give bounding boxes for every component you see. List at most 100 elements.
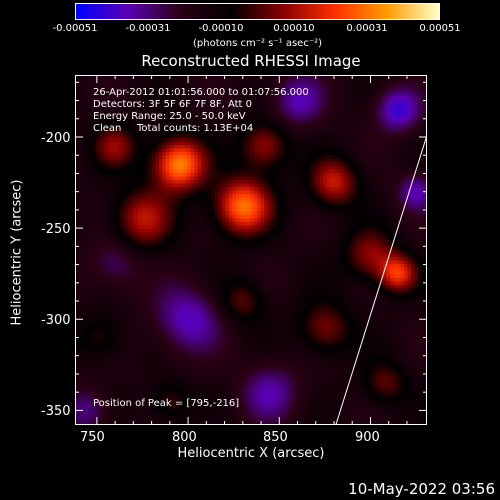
heatmap-cell [131, 155, 135, 160]
heatmap-cell [383, 183, 387, 188]
heatmap-cell [257, 166, 261, 170]
heatmap-cell [243, 75, 247, 79]
heatmap-cell [390, 183, 394, 188]
heatmap-cell [292, 152, 296, 156]
heatmap-cell [285, 82, 289, 86]
heatmap-cell [173, 194, 177, 198]
heatmap-cell [278, 239, 282, 244]
heatmap-cell [110, 155, 114, 160]
heatmap-cell [369, 183, 373, 188]
heatmap-cell [330, 148, 335, 153]
heatmap-cell [302, 89, 307, 93]
heatmap-cell [180, 246, 184, 251]
heatmap-cell [183, 159, 188, 163]
heatmap-cell [145, 99, 149, 104]
heatmap-cell [208, 120, 212, 125]
heatmap-cell [292, 110, 296, 114]
heatmap-cell [204, 197, 209, 202]
heatmap-cell [295, 229, 300, 233]
heatmap-cell [232, 113, 237, 118]
heatmap-cell [400, 183, 405, 188]
heatmap-cell [337, 155, 342, 160]
heatmap-cell [229, 82, 233, 86]
heatmap-cell [113, 89, 118, 93]
heatmap-cell [225, 134, 230, 139]
heatmap-cell [302, 124, 307, 128]
heatmap-cell [180, 243, 184, 247]
heatmap-cell [169, 92, 174, 97]
heatmap-cell [131, 89, 135, 93]
heatmap-cell [134, 145, 139, 149]
heatmap-cell [292, 89, 296, 93]
heatmap-cell [386, 82, 391, 86]
heatmap-cell [208, 218, 212, 223]
heatmap-cell [183, 229, 188, 233]
heatmap-cell [89, 243, 93, 247]
heatmap-cell [152, 110, 156, 114]
heatmap-cell [117, 236, 121, 240]
heatmap-cell [183, 124, 188, 128]
heatmap-cell [348, 159, 352, 163]
heatmap-cell [334, 194, 338, 198]
heatmap-cell [306, 127, 310, 132]
heatmap-cell [215, 204, 219, 209]
heatmap-cell [393, 243, 398, 247]
heatmap-cell [124, 201, 128, 205]
heatmap-cell [355, 78, 359, 83]
heatmap-cell [390, 236, 394, 240]
heatmap-cell [215, 215, 219, 219]
heatmap-cell [372, 141, 377, 146]
heatmap-cell [376, 204, 380, 209]
heatmap-cell [271, 166, 275, 170]
heatmap-cell [124, 131, 128, 135]
heatmap-cell [316, 159, 321, 163]
heatmap-cell [253, 113, 258, 118]
heatmap-cell [78, 204, 83, 209]
heatmap-cell [222, 225, 226, 230]
heatmap-cell [82, 225, 86, 230]
heatmap-cell [208, 229, 212, 233]
heatmap-cell [250, 229, 254, 233]
heatmap-cell [236, 117, 240, 121]
heatmap-cell [372, 218, 377, 223]
heatmap-cell [278, 204, 282, 209]
heatmap-cell [103, 92, 107, 97]
heatmap-cell [362, 222, 366, 226]
heatmap-cell [411, 208, 415, 212]
heatmap-cell [166, 155, 170, 160]
heatmap-cell [218, 201, 223, 205]
heatmap-cell [113, 159, 118, 163]
heatmap-cell [152, 236, 156, 240]
heatmap-cell [365, 85, 370, 90]
heatmap-cell [159, 180, 163, 184]
heatmap-cell [187, 166, 191, 170]
heatmap-cell [393, 162, 398, 167]
heatmap-cell [320, 152, 324, 156]
heatmap-cell [292, 148, 296, 153]
heatmap-cell [281, 138, 286, 142]
heatmap-cell [299, 218, 303, 223]
heatmap-cell [306, 225, 310, 230]
heatmap-cell [313, 236, 317, 240]
heatmap-cell [106, 190, 111, 195]
heatmap-cell [404, 243, 408, 247]
heatmap-cell [159, 211, 163, 216]
heatmap-cell [96, 103, 100, 107]
heatmap-cell [246, 159, 251, 163]
heatmap-cell [334, 239, 338, 244]
heatmap-cell [404, 110, 408, 114]
heatmap-cell [390, 194, 394, 198]
heatmap-cell [85, 124, 90, 128]
heatmap-cell [344, 92, 349, 97]
heatmap-cell [397, 110, 401, 114]
heatmap-cell [173, 106, 177, 111]
heatmap-cell [267, 229, 272, 233]
heatmap-cell [362, 180, 366, 184]
heatmap-cell [418, 159, 422, 163]
heatmap-cell [96, 145, 100, 149]
heatmap-cell [187, 204, 191, 209]
heatmap-cell [281, 92, 286, 97]
heatmap-cell [106, 162, 111, 167]
heatmap-cell [358, 169, 363, 174]
heatmap-cell [330, 152, 335, 156]
